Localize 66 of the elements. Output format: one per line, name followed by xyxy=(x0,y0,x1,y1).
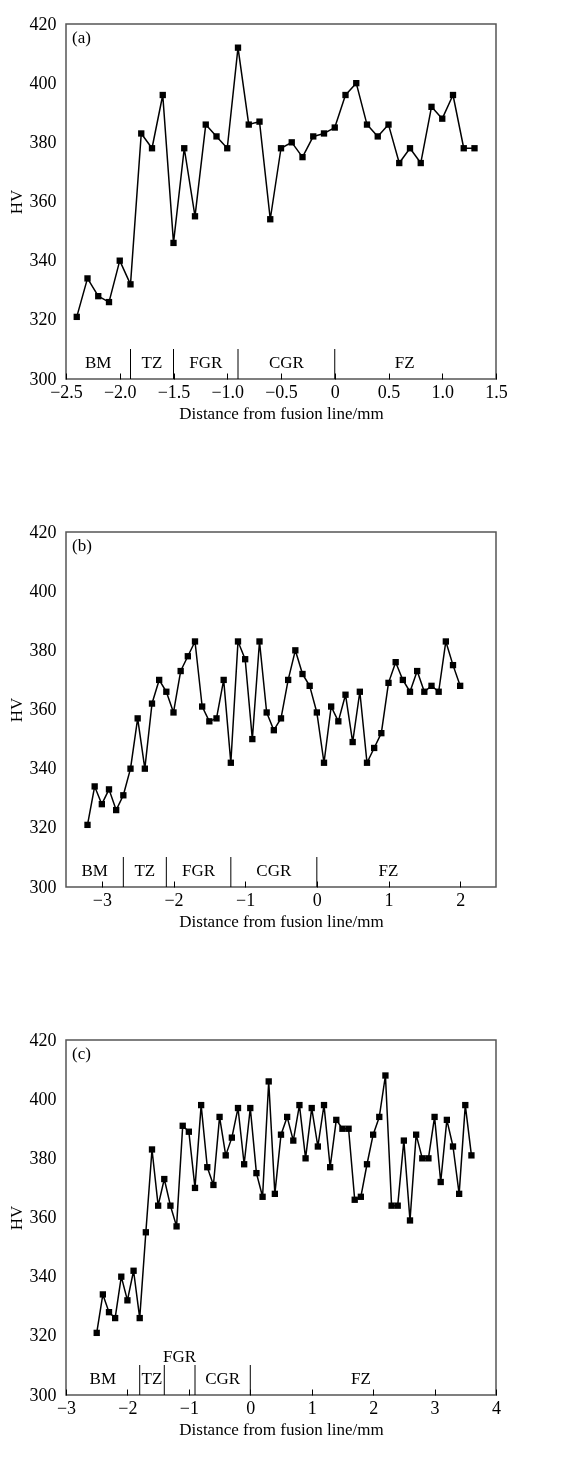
annotation: FGR xyxy=(182,861,216,880)
y-tick-label: 300 xyxy=(29,1384,57,1405)
x-tick-label: −2 xyxy=(118,1397,138,1418)
annotation: CGR xyxy=(268,353,305,372)
y-tick-label: 380 xyxy=(29,639,57,660)
y-tick-label: 340 xyxy=(29,1266,57,1287)
annotation: CGR xyxy=(205,1369,241,1388)
y-axis-title: HV xyxy=(6,697,26,723)
y-axis-title: HV xyxy=(6,189,26,215)
y-tick-label: 420 xyxy=(29,521,57,542)
x-tick-label: −3 xyxy=(56,1397,77,1418)
y-tick-label: 400 xyxy=(29,580,57,601)
x-tick-label: −2 xyxy=(164,889,184,910)
y-tick-label: 340 xyxy=(29,250,57,271)
annotation: (b) xyxy=(72,536,92,555)
annotation: TZ xyxy=(134,861,156,880)
y-tick-label: 320 xyxy=(29,1325,57,1346)
annotation: FZ xyxy=(394,353,415,372)
x-axis-title: Distance from fusion line/mm xyxy=(179,403,384,423)
x-tick-label: 3 xyxy=(430,1397,440,1418)
x-tick-label: 1 xyxy=(307,1397,317,1418)
x-tick-label: 0 xyxy=(312,889,322,910)
y-tick-label: 360 xyxy=(29,191,57,211)
annotation: CGR xyxy=(256,861,292,880)
annotation: FGR xyxy=(189,353,223,372)
x-tick-label: 1 xyxy=(384,889,394,910)
x-tick-label: 0 xyxy=(330,381,340,402)
x-tick-label: 0 xyxy=(246,1397,256,1418)
y-tick-label: 320 xyxy=(29,817,57,838)
x-tick-label: −1 xyxy=(179,1397,199,1418)
y-tick-label: 320 xyxy=(29,309,57,330)
x-tick-label: 1.5 xyxy=(485,381,508,402)
y-tick-label: 340 xyxy=(29,758,57,779)
annotation: (a) xyxy=(72,28,91,47)
x-tick-label: −0.5 xyxy=(265,381,298,402)
x-tick-label: 0.5 xyxy=(377,381,401,402)
annotation: BM xyxy=(89,1369,117,1388)
x-axis-title: Distance from fusion line/mm xyxy=(179,1419,384,1439)
x-tick-label: 1.0 xyxy=(431,381,454,402)
x-tick-label: 2 xyxy=(456,889,466,910)
annotation: FGR xyxy=(163,1347,197,1366)
x-tick-label: 4 xyxy=(492,1397,501,1418)
annotation: (c) xyxy=(72,1044,91,1063)
x-tick-label: −2.0 xyxy=(103,381,137,402)
annotation: FZ xyxy=(378,861,399,880)
x-tick-label: −1 xyxy=(236,889,256,910)
y-tick-label: 420 xyxy=(29,1029,57,1050)
y-tick-label: 380 xyxy=(29,1147,57,1168)
x-tick-label: −1.5 xyxy=(157,381,191,402)
annotation: TZ xyxy=(141,353,163,372)
y-tick-label: 420 xyxy=(29,13,57,34)
y-tick-label: 400 xyxy=(29,1088,57,1109)
y-tick-label: 300 xyxy=(29,876,57,897)
y-tick-label: 360 xyxy=(29,699,57,719)
x-tick-label: −3 xyxy=(92,889,112,910)
annotation: FZ xyxy=(350,1369,371,1388)
y-tick-label: 360 xyxy=(29,1207,57,1227)
x-axis-title: Distance from fusion line/mm xyxy=(179,911,384,931)
annotation: TZ xyxy=(141,1369,163,1388)
y-tick-label: 400 xyxy=(29,72,57,93)
x-tick-label: 2 xyxy=(369,1397,379,1418)
annotation: BM xyxy=(81,861,108,880)
x-tick-label: −1.0 xyxy=(211,381,245,402)
y-axis-title: HV xyxy=(6,1205,26,1231)
y-tick-label: 380 xyxy=(29,131,57,152)
annotation: BM xyxy=(85,353,112,372)
